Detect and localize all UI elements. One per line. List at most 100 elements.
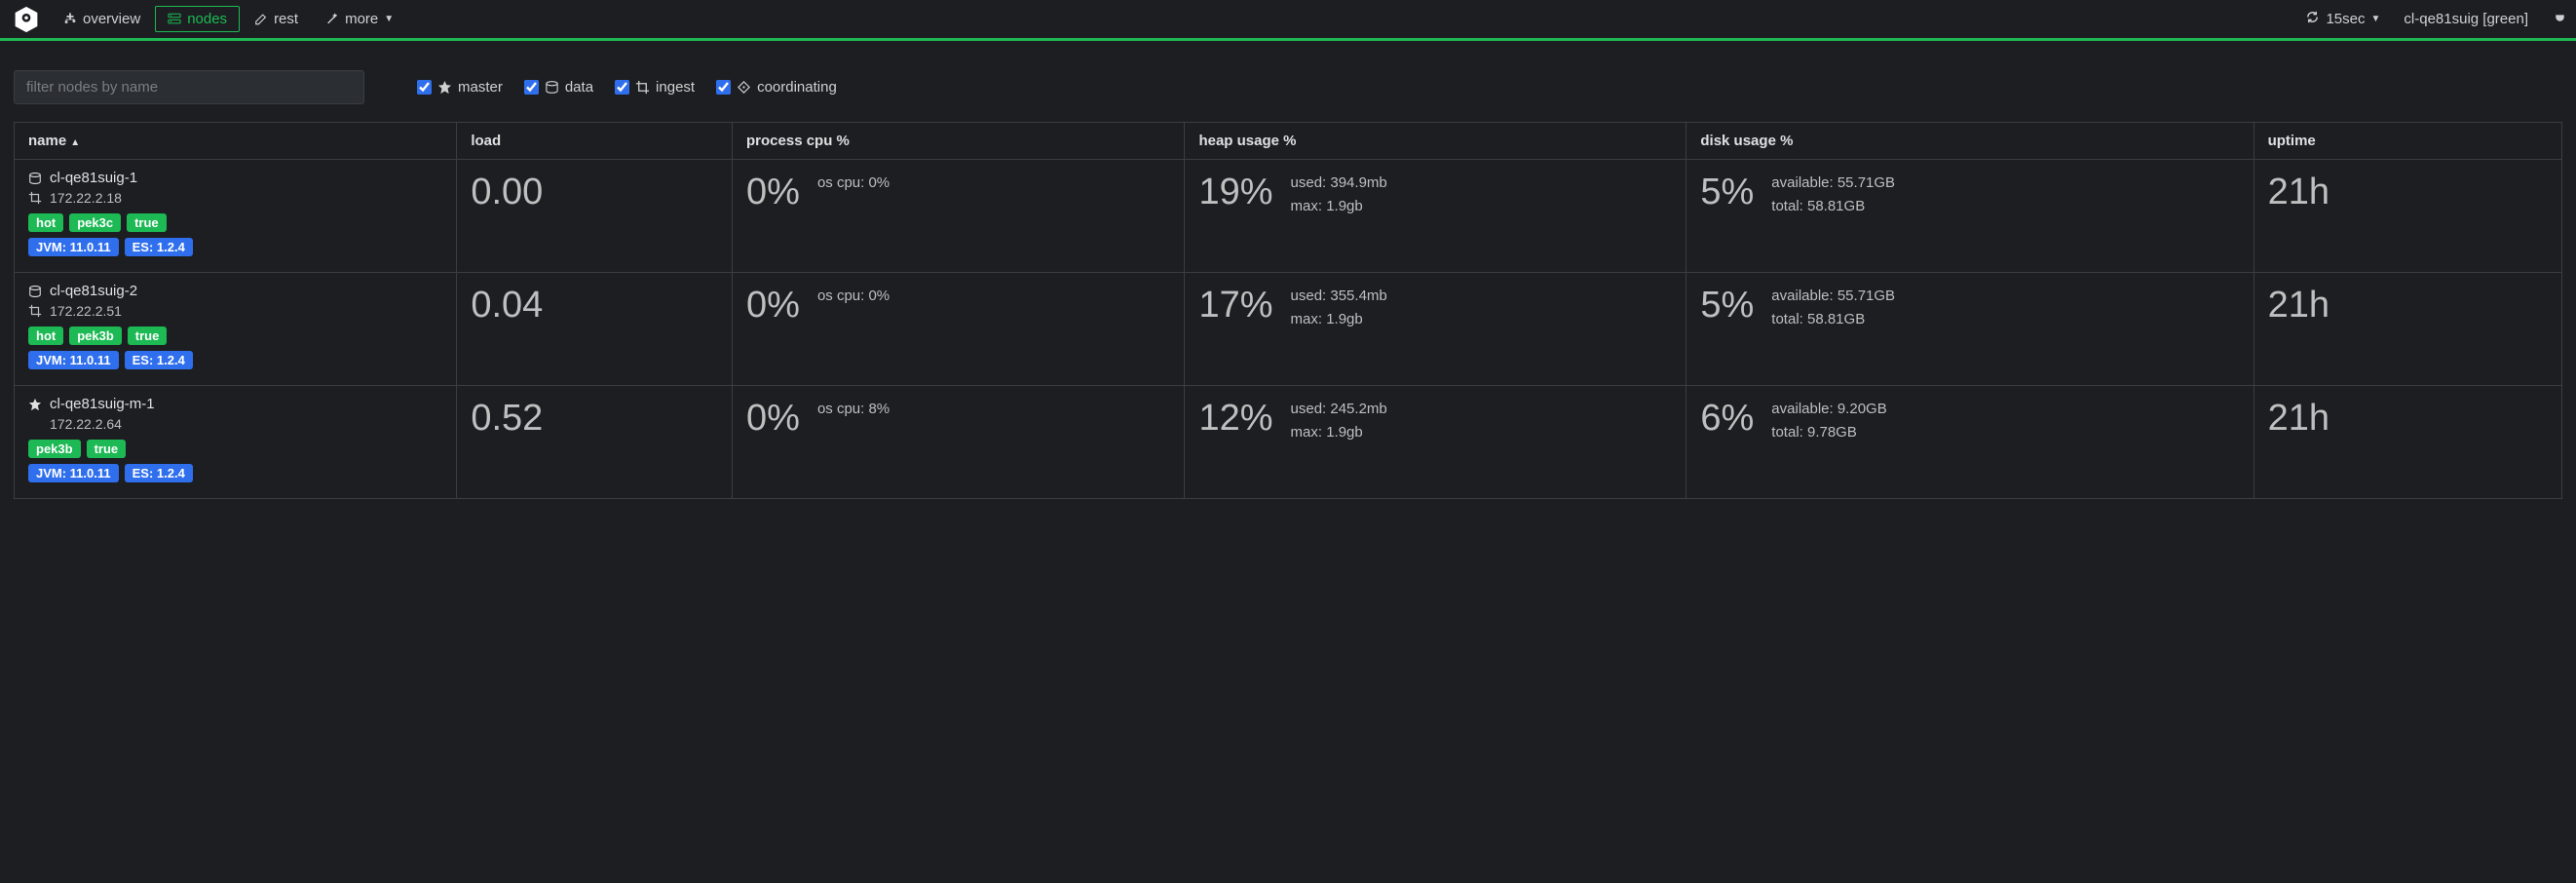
nav-overview[interactable]: overview: [51, 6, 153, 32]
green-tags: hot pek3b true: [28, 326, 442, 345]
heap-max: max: 1.9gb: [1291, 421, 1387, 444]
blue-tags: JVM: 11.0.11 ES: 1.2.4: [28, 238, 442, 256]
refresh-interval-dropdown[interactable]: 15sec ▼: [2305, 10, 2380, 28]
cell-heap: 19%used: 394.9mbmax: 1.9gb: [1185, 160, 1686, 273]
node-role-icon: [28, 398, 42, 411]
filter-data-label: data: [565, 79, 593, 96]
node-name[interactable]: cl-qe81suig-m-1: [50, 396, 155, 412]
connection-button[interactable]: [2552, 9, 2568, 29]
col-header-cpu[interactable]: process cpu %: [733, 123, 1185, 160]
chevron-down-icon: ▼: [2371, 14, 2381, 24]
filter-coordinating-label: coordinating: [757, 79, 837, 96]
filter-data-checkbox[interactable]: data: [524, 79, 593, 96]
top-nav-bar: overview nodes rest more ▼ 15sec ▼ cl-qe…: [0, 0, 2576, 41]
filter-master-checkbox[interactable]: master: [417, 79, 503, 96]
cluster-name-label: cl-qe81suig [green]: [2404, 11, 2528, 27]
tag: pek3b: [28, 440, 81, 458]
star-icon: [437, 80, 452, 95]
nav-nodes[interactable]: nodes: [155, 6, 240, 32]
load-value: 0.52: [471, 396, 718, 437]
ingest-checkbox-input[interactable]: [615, 80, 629, 95]
cluster-name-link[interactable]: cl-qe81suig [green]: [2404, 11, 2528, 27]
load-value: 0.00: [471, 170, 718, 211]
col-header-uptime[interactable]: uptime: [2254, 123, 2561, 160]
node-name[interactable]: cl-qe81suig-2: [50, 283, 137, 299]
cell-disk: 5%available: 55.71GBtotal: 58.81GB: [1686, 273, 2254, 386]
refresh-icon: [2305, 10, 2320, 28]
cell-uptime: 21h: [2254, 386, 2561, 499]
tag: true: [87, 440, 127, 458]
cell-name: cl-qe81suig-m-1 172.22.2.64 pek3b true JVM: …: [15, 386, 457, 499]
green-tags: pek3b true: [28, 440, 442, 458]
os-cpu-value: os cpu: 8%: [817, 398, 890, 421]
tag: true: [128, 326, 168, 345]
disk-value: 6%: [1700, 396, 1754, 437]
heap-value: 17%: [1198, 283, 1272, 324]
uptime-value: 21h: [2268, 283, 2548, 324]
node-role-icon: [28, 285, 42, 298]
os-cpu-value: os cpu: 0%: [817, 172, 890, 195]
sort-asc-icon: ▲: [70, 137, 80, 148]
cpu-value: 0%: [746, 283, 800, 324]
cell-name: cl-qe81suig-2 172.22.2.51 hot pek3b true JVM:…: [15, 273, 457, 386]
cell-cpu: 0%os cpu: 8%: [733, 386, 1185, 499]
disk-total: total: 9.78GB: [1771, 421, 1886, 444]
cell-uptime: 21h: [2254, 160, 2561, 273]
wand-icon: [325, 13, 339, 26]
tag: JVM: 11.0.11: [28, 351, 119, 369]
table-row: cl-qe81suig-m-1 172.22.2.64 pek3b true JVM: …: [15, 386, 2562, 499]
col-header-name[interactable]: name▲: [15, 123, 457, 160]
heap-value: 12%: [1198, 396, 1272, 437]
load-value: 0.04: [471, 283, 718, 324]
disk-value: 5%: [1700, 283, 1754, 324]
filter-coordinating-checkbox[interactable]: coordinating: [716, 79, 837, 96]
tag: pek3c: [69, 213, 121, 232]
cell-load: 0.04: [457, 273, 733, 386]
heap-used: used: 394.9mb: [1291, 172, 1387, 195]
filter-nodes-input[interactable]: [14, 70, 364, 104]
server-icon: [168, 13, 181, 26]
tag: JVM: 11.0.11: [28, 238, 119, 256]
nav-more[interactable]: more ▼: [313, 6, 406, 32]
node-ip: 172.22.2.51: [50, 303, 122, 319]
cell-heap: 17%used: 355.4mbmax: 1.9gb: [1185, 273, 1686, 386]
col-header-heap[interactable]: heap usage %: [1185, 123, 1686, 160]
edit-icon: [254, 13, 268, 26]
sitemap-icon: [63, 13, 77, 26]
uptime-value: 21h: [2268, 170, 2548, 211]
tag: ES: 1.2.4: [125, 351, 193, 369]
node-name[interactable]: cl-qe81suig-1: [50, 170, 137, 186]
filter-ingest-checkbox[interactable]: ingest: [615, 79, 695, 96]
cell-disk: 6%available: 9.20GBtotal: 9.78GB: [1686, 386, 2254, 499]
coordinating-checkbox-input[interactable]: [716, 80, 731, 95]
app-logo[interactable]: [12, 5, 41, 34]
tag: pek3b: [69, 326, 122, 345]
filter-bar: master data ingest coordinating: [0, 41, 2576, 122]
node-ip: 172.22.2.18: [50, 190, 122, 206]
nav-rest[interactable]: rest: [242, 6, 311, 32]
cell-uptime: 21h: [2254, 273, 2561, 386]
cell-name: cl-qe81suig-1172.22.2.18hotpek3ctrueJVM:…: [15, 160, 457, 273]
tag: JVM: 11.0.11: [28, 464, 119, 482]
filter-ingest-label: ingest: [656, 79, 695, 96]
heap-used: used: 355.4mb: [1291, 285, 1387, 308]
tag: true: [127, 213, 167, 232]
col-header-disk[interactable]: disk usage %: [1686, 123, 2254, 160]
tag: hot: [28, 326, 63, 345]
node-role-icon: [28, 172, 42, 185]
crop-icon: [28, 304, 42, 318]
chevron-down-icon: ▼: [384, 14, 394, 24]
uptime-value: 21h: [2268, 396, 2548, 437]
disk-value: 5%: [1700, 170, 1754, 211]
disk-total: total: 58.81GB: [1771, 195, 1895, 218]
heap-value: 19%: [1198, 170, 1272, 211]
blue-tags: JVM: 11.0.11ES: 1.2.4: [28, 464, 442, 482]
data-checkbox-input[interactable]: [524, 80, 539, 95]
col-header-load[interactable]: load: [457, 123, 733, 160]
master-checkbox-input[interactable]: [417, 80, 432, 95]
disk-total: total: 58.81GB: [1771, 308, 1895, 331]
nodes-table: name▲ load process cpu % heap usage % di…: [14, 122, 2562, 499]
tag: ES: 1.2.4: [125, 238, 193, 256]
node-ip: 172.22.2.64: [50, 416, 122, 432]
crop-icon: [28, 191, 42, 205]
